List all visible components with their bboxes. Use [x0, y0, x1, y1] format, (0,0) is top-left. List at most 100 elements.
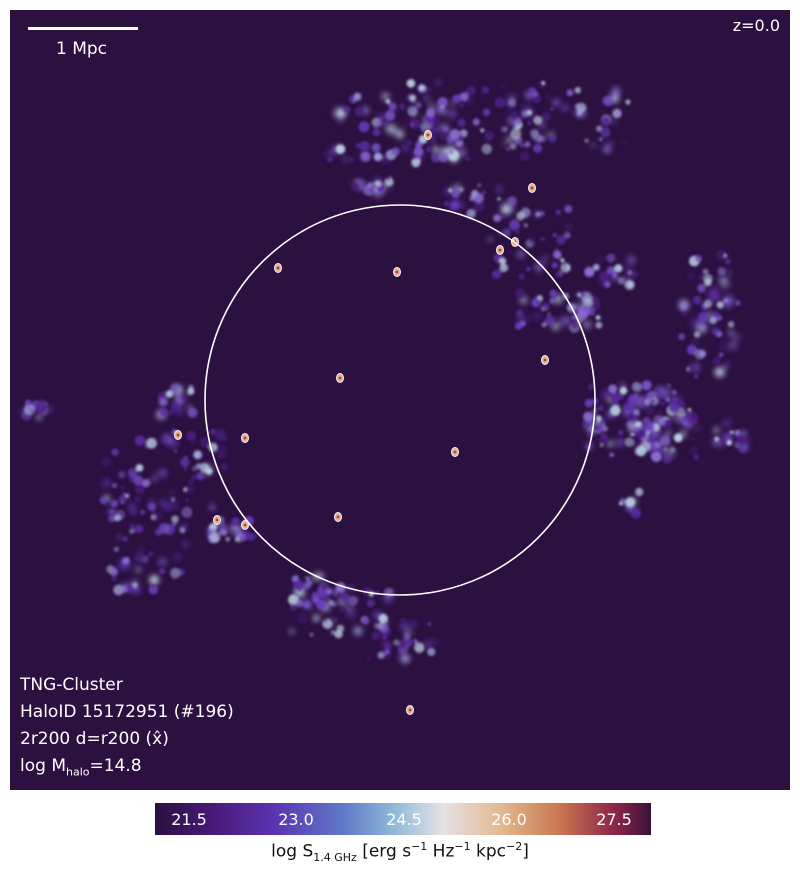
- emission-clump: [622, 139, 627, 145]
- emission-clump: [103, 458, 110, 465]
- emission-clump: [135, 554, 144, 562]
- emission-clump: [591, 143, 595, 147]
- bright-source-core: [176, 433, 180, 437]
- emission-clump: [635, 393, 639, 397]
- emission-clump: [399, 103, 406, 110]
- emission-clump: [172, 522, 177, 527]
- emission-clump: [150, 514, 157, 521]
- emission-clump: [109, 567, 118, 577]
- emission-clump: [715, 249, 727, 261]
- emission-clump: [297, 587, 302, 592]
- emission-clump: [407, 106, 418, 117]
- emission-clump: [539, 211, 545, 217]
- emission-clump: [606, 139, 614, 147]
- emission-clump: [626, 420, 634, 428]
- emission-clump: [360, 151, 371, 162]
- emission-clump: [406, 79, 416, 88]
- emission-clump: [646, 421, 655, 431]
- emission-clump: [516, 249, 526, 259]
- emission-clump: [477, 182, 482, 188]
- emission-clump: [348, 95, 356, 103]
- emission-clump: [188, 478, 195, 485]
- emission-clump: [147, 502, 157, 512]
- emission-clump: [507, 196, 517, 206]
- emission-clump: [725, 259, 731, 265]
- emission-clump: [374, 176, 379, 181]
- emission-clump: [617, 277, 626, 285]
- emission-clump: [542, 303, 550, 310]
- emission-clump: [186, 486, 193, 492]
- bright-source-core: [530, 186, 534, 190]
- emission-clump: [584, 322, 588, 327]
- emission-clump: [576, 102, 587, 113]
- emission-clump: [121, 467, 126, 472]
- emission-clump: [637, 429, 646, 439]
- emission-clump: [720, 336, 725, 341]
- emission-clump: [595, 321, 603, 329]
- emission-clump: [410, 123, 414, 127]
- emission-clump: [566, 89, 574, 97]
- emission-clump: [525, 106, 530, 111]
- emission-clump: [429, 125, 439, 134]
- emission-clump: [209, 428, 217, 436]
- emission-clump: [584, 138, 589, 143]
- emission-clump: [472, 118, 480, 126]
- emission-clump: [183, 467, 187, 471]
- emission-clump: [499, 257, 507, 265]
- emission-clump: [297, 612, 308, 624]
- emission-clump: [332, 589, 339, 597]
- emission-clump: [566, 265, 571, 270]
- emission-clump: [641, 380, 652, 391]
- emission-clump: [129, 523, 135, 529]
- emission-clump: [402, 118, 410, 126]
- emission-clump: [382, 635, 387, 640]
- emission-clump: [371, 631, 380, 641]
- emission-clump: [372, 128, 381, 137]
- emission-clump: [687, 408, 692, 412]
- emission-clump: [383, 122, 388, 126]
- emission-clump: [580, 292, 585, 298]
- emission-clump: [650, 399, 655, 404]
- emission-clump: [347, 156, 355, 164]
- emission-clump: [688, 364, 697, 373]
- emission-clump: [147, 551, 153, 557]
- emission-clump: [108, 515, 116, 523]
- emission-clump: [719, 343, 727, 351]
- emission-clump: [234, 536, 241, 543]
- emission-clump: [354, 177, 362, 185]
- emission-clump: [378, 623, 389, 633]
- emission-clump: [545, 94, 549, 98]
- emission-clump: [612, 119, 617, 124]
- emission-clump: [427, 622, 431, 626]
- emission-clump: [510, 128, 522, 140]
- emission-clump: [688, 316, 699, 327]
- bright-source-core: [498, 248, 502, 252]
- emission-clump: [722, 418, 732, 428]
- emission-clump: [658, 390, 668, 400]
- emission-clump: [599, 137, 603, 142]
- emission-clump: [170, 401, 181, 411]
- emission-clump: [719, 352, 724, 357]
- emission-clump: [624, 279, 635, 290]
- emission-clump: [692, 295, 702, 305]
- emission-clump: [437, 97, 448, 108]
- emission-clump: [633, 431, 638, 437]
- emission-clump: [508, 98, 517, 107]
- emission-clump: [553, 233, 557, 237]
- emission-clump: [354, 107, 364, 117]
- emission-clump: [193, 450, 203, 460]
- emission-clump: [158, 396, 169, 408]
- emission-clump: [164, 437, 168, 442]
- emission-clump: [191, 475, 197, 480]
- emission-clump: [542, 112, 551, 121]
- emission-clump: [493, 214, 502, 223]
- emission-clump: [350, 180, 354, 184]
- emission-clump: [429, 122, 434, 127]
- emission-clump: [606, 440, 614, 447]
- emission-clump: [187, 404, 192, 409]
- emission-clump: [650, 396, 660, 406]
- emission-clump: [149, 575, 160, 585]
- emission-clump: [519, 151, 530, 162]
- emission-clump: [388, 102, 397, 111]
- emission-clump: [599, 271, 610, 282]
